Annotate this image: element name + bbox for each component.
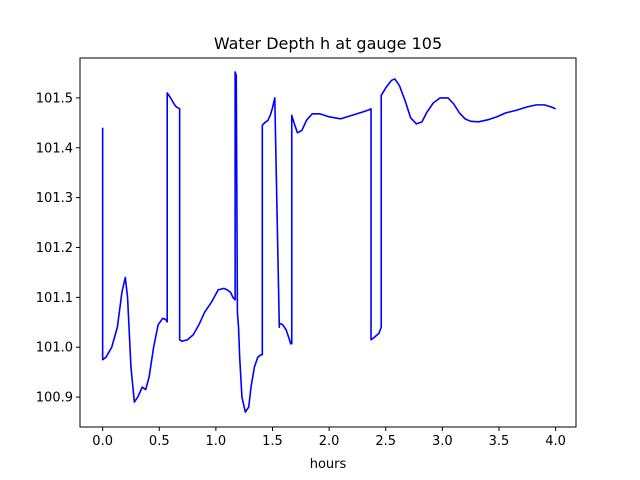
series-line-0 (101, 71, 556, 413)
x-tick-label: 2.5 (375, 434, 396, 449)
x-tick-label: 1.5 (262, 434, 283, 449)
x-axis-label: hours (310, 457, 347, 472)
y-tick-label: 101.5 (36, 91, 73, 106)
y-tick-label: 101.3 (36, 191, 73, 206)
y-tick-label: 101.4 (36, 141, 73, 156)
chart-title: Water Depth h at gauge 105 (214, 34, 442, 53)
series-layer (101, 71, 556, 413)
x-tick-label: 4.0 (545, 434, 566, 449)
y-tick-label: 101.0 (36, 341, 73, 356)
y-axis-ticks: 100.9 101.0 101.1 101.2 101.3 101.4 101.5 (36, 91, 80, 406)
x-tick-label: 3.0 (432, 434, 453, 449)
x-tick-label: 3.5 (489, 434, 510, 449)
x-tick-label: 0.0 (92, 434, 113, 449)
y-tick-label: 101.2 (36, 241, 73, 256)
x-tick-label: 0.5 (149, 434, 170, 449)
x-tick-label: 1.0 (206, 434, 227, 449)
y-tick-label: 100.9 (36, 391, 73, 406)
plot-frame (79, 57, 577, 428)
plot-area (80, 58, 576, 427)
x-tick-label: 2.0 (319, 434, 340, 449)
y-tick-label: 101.1 (36, 291, 73, 306)
x-axis-ticks: 0.0 0.5 1.0 1.5 2.0 2.5 3.0 3.5 4.0 (92, 427, 566, 449)
